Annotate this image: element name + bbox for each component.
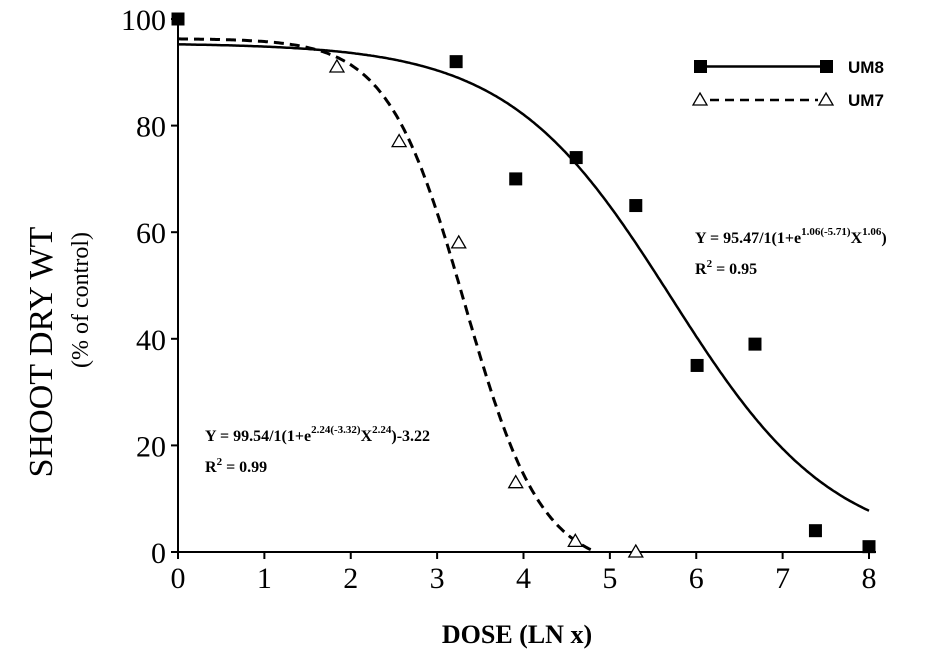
x-tick-label: 5 — [602, 562, 617, 595]
um7-fit-curve — [178, 37, 595, 553]
x-tick-label: 2 — [343, 562, 358, 595]
x-axis-title: DOSE (LN x) — [442, 620, 592, 649]
y-axis-subtitle: (% of control) — [68, 232, 94, 368]
um8-data-point — [569, 151, 583, 165]
um7-data-point — [390, 133, 408, 148]
um7-data-point — [507, 474, 524, 489]
x-tick-label: 6 — [689, 562, 704, 595]
y-tick-label: 40 — [136, 324, 166, 357]
x-tick-label: 0 — [171, 562, 186, 595]
um7-equation: Y = 99.54/1(1+e2.24(-3.32)X2.24)-3.22 — [205, 424, 430, 445]
um8-data-point — [748, 337, 762, 351]
um7-data-point — [567, 533, 584, 547]
legend: UM8 UM7 — [691, 58, 884, 110]
um7-r2: R2 = 0.99 — [205, 456, 267, 476]
legend-um8-marker-right — [820, 60, 833, 73]
legend-um7-label: UM7 — [848, 91, 884, 110]
um8-data-point — [629, 199, 643, 213]
um8-equation: Y = 95.47/1(1+e1.06(-5.71)X1.06) — [695, 226, 887, 247]
y-tick-label: 80 — [136, 111, 166, 144]
um8-data-point — [509, 172, 523, 186]
legend-um7-marker-left — [691, 91, 709, 106]
y-axis-title: SHOOT DRY WT — [23, 226, 60, 477]
legend-um8-marker-left — [694, 60, 707, 73]
x-tick-label: 3 — [430, 562, 445, 595]
um8-data-point — [690, 358, 704, 372]
um8-fit-curve — [177, 43, 870, 512]
y-tick-label: 100 — [121, 4, 166, 37]
y-tick-label: 0 — [151, 537, 166, 570]
y-tick-label: 60 — [136, 217, 166, 250]
x-tick-label: 7 — [775, 562, 790, 595]
um8-r2: R2 = 0.95 — [695, 258, 757, 278]
legend-um8-label: UM8 — [848, 58, 884, 77]
um8-data-point — [808, 524, 822, 538]
um8-data-point — [171, 12, 185, 26]
um8-data-point — [449, 55, 463, 69]
legend-um7-marker-right — [817, 91, 835, 106]
um8-data-point — [862, 540, 876, 554]
x-tick-label: 4 — [516, 562, 531, 595]
y-tick-label: 20 — [136, 430, 166, 463]
um7-data-point — [328, 58, 346, 73]
um7-data-point — [627, 543, 644, 558]
um7-data-point — [450, 234, 467, 249]
x-tick-label: 8 — [862, 562, 877, 595]
x-tick-label: 1 — [257, 562, 272, 595]
